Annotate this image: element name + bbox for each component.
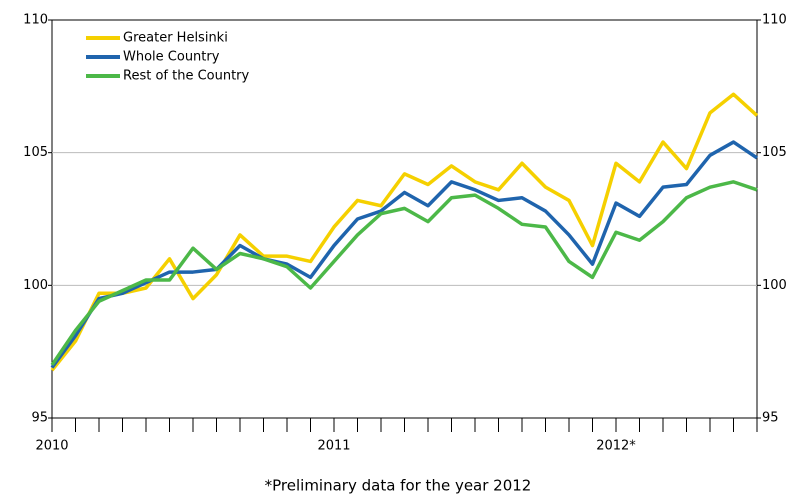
footnote: *Preliminary data for the year 2012 bbox=[265, 477, 532, 495]
x-tick-label: 2012* bbox=[596, 439, 636, 454]
y2-tick-label: 105 bbox=[762, 145, 787, 160]
series-line bbox=[50, 180, 758, 366]
y2-tick-label: 110 bbox=[762, 13, 787, 28]
series-line bbox=[50, 140, 758, 369]
y-tick-label: 105 bbox=[23, 145, 48, 160]
y2-tick-label: 100 bbox=[762, 278, 787, 293]
y-tick-label: 100 bbox=[23, 278, 48, 293]
legend-label: Whole Country bbox=[123, 50, 220, 65]
x-tick-label: 2010 bbox=[35, 439, 68, 454]
y-tick-label: 95 bbox=[31, 411, 48, 426]
y-tick-label: 110 bbox=[23, 13, 48, 28]
x-tick-label: 2011 bbox=[317, 439, 350, 454]
y2-tick-label: 95 bbox=[762, 411, 779, 426]
legend-label: Greater Helsinki bbox=[123, 31, 228, 46]
legend-label: Rest of the Country bbox=[123, 69, 250, 84]
series-line bbox=[50, 92, 759, 372]
